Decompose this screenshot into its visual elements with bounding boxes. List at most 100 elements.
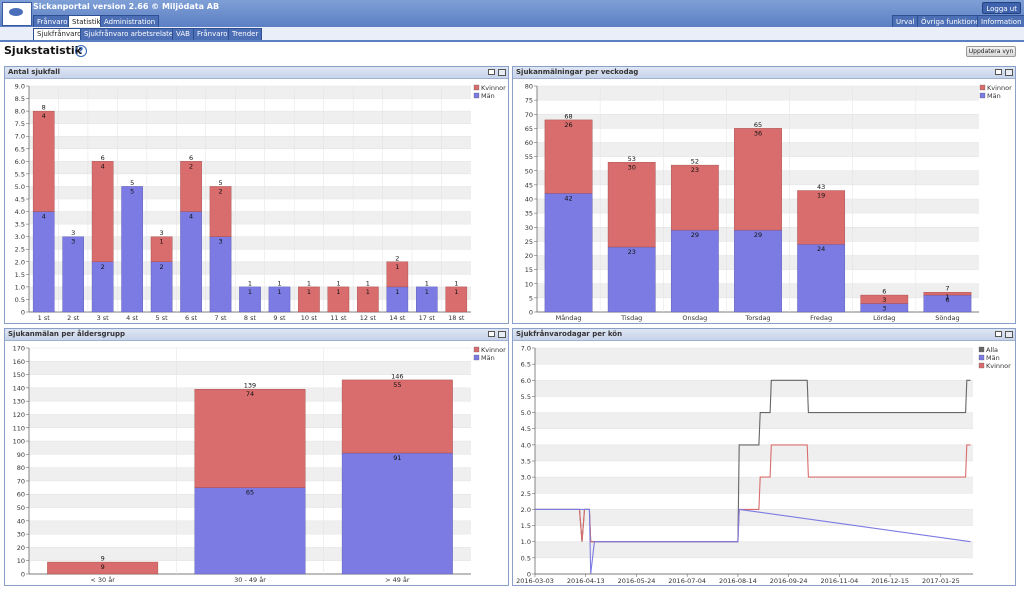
subtab-franvaro[interactable]: Frånvaro (193, 28, 232, 40)
update-view-button[interactable]: Uppdatera vyn (966, 46, 1016, 57)
data-label-kvinnor: 1 (366, 288, 370, 296)
data-label-man: 91 (393, 454, 401, 462)
data-label-kvinnor: 30 (628, 163, 636, 171)
x-tick-label: Lördag (873, 314, 895, 322)
y-tick-label: 6.5 (15, 145, 25, 153)
x-tick-label: Onsdag (682, 314, 707, 322)
y-tick-label: 1.0 (521, 538, 531, 546)
y-tick-label: 6.0 (521, 377, 531, 385)
legend-entry: Män (987, 92, 1001, 100)
subtab-sjukfranvaro[interactable]: Sjukfrånvaro (33, 28, 86, 40)
export-icon[interactable] (498, 331, 506, 338)
sub-tab-bar: Sjukfrånvaro Sjukfrånvaro arbetsrelatera… (0, 27, 1024, 42)
legend-swatch (979, 92, 986, 99)
data-label-total: 139 (244, 382, 256, 390)
y-tick-label: 20 (525, 252, 533, 260)
data-label-kvinnor: 4 (101, 162, 105, 170)
data-label-total: 1 (366, 279, 370, 287)
y-tick-label: 6.0 (15, 158, 25, 166)
y-tick-label: 120 (13, 411, 25, 419)
panel-title: Antal sjukfall (8, 68, 61, 76)
data-label-kvinnor: 74 (246, 390, 254, 398)
top-bar: Sickanportal version 2.66 © Miljödata AB… (0, 0, 1024, 27)
x-tick-label: 6 st (185, 314, 198, 322)
grid-band (29, 136, 471, 149)
y-tick-label: 1.5 (15, 271, 25, 279)
y-tick-label: 7.0 (15, 133, 25, 141)
bar-kvinnor (341, 379, 453, 454)
window-icon[interactable] (488, 331, 495, 337)
x-tick-label: < 30 år (90, 575, 115, 584)
x-tick-label: 2 st (67, 314, 80, 322)
data-label-kvinnor: 19 (817, 192, 825, 200)
legend-swatch (978, 346, 985, 353)
export-icon[interactable] (498, 69, 506, 76)
bar-kvinnor (607, 162, 656, 248)
x-tick-label: 2016-09-24 (770, 577, 808, 585)
data-label-kvinnor: 36 (754, 129, 762, 137)
tab-urval[interactable]: Urval (892, 15, 919, 27)
y-tick-label: 130 (13, 398, 25, 406)
y-tick-label: 2.5 (15, 246, 25, 254)
help-icon[interactable]: ? (75, 45, 87, 57)
bar-man (121, 186, 143, 313)
data-label-kvinnor: 4 (42, 112, 46, 120)
data-label-man: 2 (160, 263, 164, 271)
y-tick-label: 30 (17, 531, 25, 539)
x-tick-label: Måndag (556, 313, 582, 322)
data-label-total: 1 (336, 279, 340, 287)
x-tick-label: 11 st (330, 314, 347, 322)
bar-kvinnor (923, 292, 972, 296)
y-tick-label: 10 (525, 280, 533, 288)
data-label-kvinnor: 1 (454, 288, 458, 296)
y-tick-label: 0.5 (15, 296, 25, 304)
grid-band (535, 380, 973, 397)
x-tick-label: 2016-12-15 (871, 577, 909, 585)
data-label-kvinnor: 23 (691, 166, 699, 174)
y-tick-label: 3.0 (521, 474, 531, 482)
export-icon[interactable] (1005, 331, 1013, 338)
window-icon[interactable] (995, 331, 1002, 337)
legend-entry: Kvinnor (987, 84, 1012, 92)
legend-swatch (978, 354, 985, 361)
bar-kvinnor (91, 161, 114, 262)
bar-kvinnor (180, 161, 202, 212)
data-label-total: 52 (691, 158, 699, 166)
data-label-kvinnor: 1 (160, 238, 164, 246)
legend-entry: Kvinnor (986, 362, 1011, 370)
bar-kvinnor (860, 294, 909, 304)
tab-ovriga-funktioner[interactable]: Övriga funktioner (917, 15, 987, 27)
subtab-vab[interactable]: VAB (172, 28, 194, 40)
bar-kvinnor (544, 119, 593, 194)
y-tick-label: 60 (525, 139, 533, 147)
y-tick-label: 5 (529, 294, 533, 302)
y-tick-label: 5.5 (521, 393, 531, 401)
export-icon[interactable] (1005, 69, 1013, 76)
logout-button[interactable]: Logga ut (982, 2, 1021, 14)
series-line-män (535, 508, 971, 575)
y-tick-label: 0 (529, 309, 533, 317)
y-tick-label: 3.5 (521, 458, 531, 466)
y-tick-label: 40 (17, 517, 25, 525)
grid-band (535, 509, 973, 526)
x-tick-label: > 49 år (385, 575, 410, 584)
data-label-total: 1 (425, 279, 429, 287)
tab-information[interactable]: Information (977, 15, 1024, 27)
grid-band (537, 114, 979, 129)
y-tick-label: 7.5 (15, 120, 25, 128)
data-label-man: 42 (564, 194, 572, 202)
subtab-trender[interactable]: Trender (228, 28, 263, 40)
bar-kvinnor (445, 286, 468, 313)
y-tick-label: 50 (17, 504, 25, 512)
data-label-total: 1 (454, 279, 458, 287)
tab-franvaro[interactable]: Frånvaro (33, 15, 72, 27)
data-label-man: 6 (945, 296, 949, 304)
window-icon[interactable] (995, 69, 1002, 75)
x-tick-label: 17 st (419, 314, 436, 322)
bar-man (670, 229, 719, 313)
window-icon[interactable] (488, 69, 495, 75)
y-tick-label: 70 (525, 111, 533, 119)
tab-administration[interactable]: Administration (100, 15, 160, 27)
y-tick-label: 55 (525, 153, 533, 161)
